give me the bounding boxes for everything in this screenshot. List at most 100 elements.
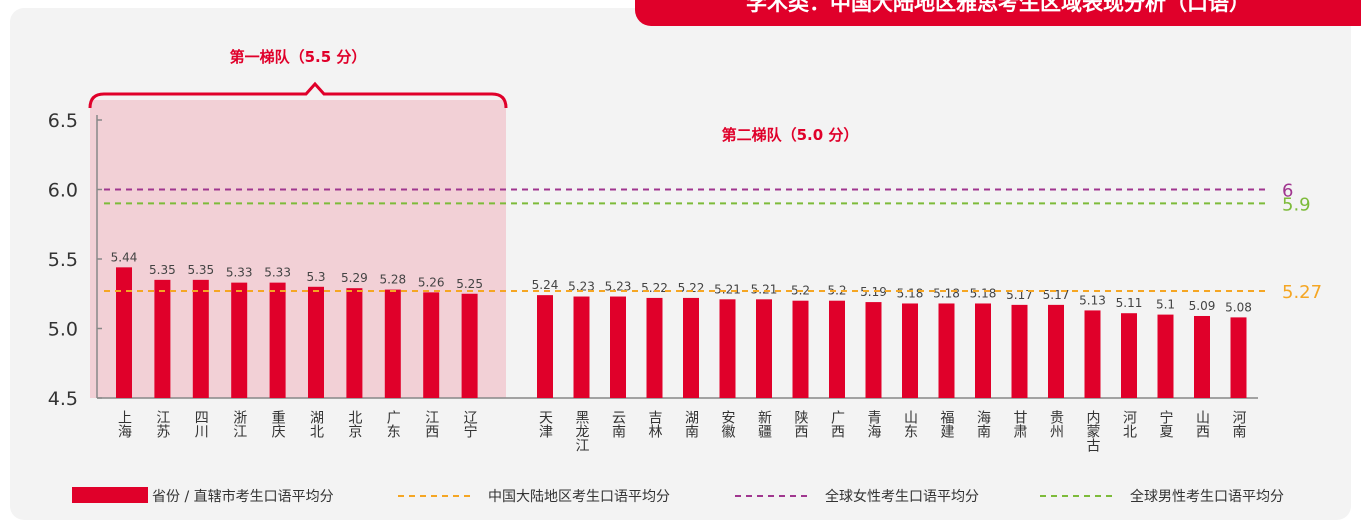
bar (719, 299, 736, 398)
y-tick-label: 4.5 (48, 388, 78, 410)
reference-label: 5.27 (1282, 282, 1322, 303)
bar (423, 292, 440, 398)
value-label: 5.22 (678, 281, 705, 295)
bar (1194, 315, 1210, 398)
tier-label: 第二梯队（5.0 分） (722, 126, 859, 144)
legend-label: 中国大陆地区考生口语平均分 (488, 489, 670, 505)
bar (975, 303, 991, 398)
bar (902, 303, 918, 398)
value-label: 5.33 (264, 266, 291, 280)
x-tick-label: 陕西 (793, 410, 809, 438)
value-label: 5.13 (1079, 293, 1106, 307)
value-label: 5.21 (714, 282, 741, 296)
bar (346, 288, 363, 398)
bar (116, 267, 132, 398)
x-tick-label: 广东 (385, 410, 401, 438)
tier-bracket (88, 81, 508, 109)
x-tick-label: 北京 (346, 410, 362, 438)
tier-region (90, 100, 506, 398)
bar (461, 293, 478, 398)
value-label: 5.19 (860, 285, 887, 299)
x-tick-label: 天津 (537, 410, 553, 438)
value-label: 5.23 (605, 280, 632, 294)
bar (1011, 304, 1028, 398)
legend-swatch (72, 487, 148, 503)
x-tick-label: 宁夏 (1158, 409, 1174, 438)
x-tick-label: 四川 (193, 410, 209, 438)
bar (1157, 314, 1174, 398)
bar (573, 296, 590, 398)
x-tick-label: 广西 (829, 410, 845, 438)
value-label: 5.35 (149, 263, 176, 277)
tier-label: 第一梯队（5.5 分） (230, 48, 367, 66)
x-tick-label: 江苏 (154, 410, 170, 439)
x-tick-label: 山西 (1194, 410, 1210, 438)
value-label: 5.33 (226, 266, 253, 280)
x-tick-label: 青海 (866, 410, 882, 438)
bar (646, 297, 663, 398)
value-label: 5.25 (456, 277, 483, 291)
value-label: 5.1 (1156, 298, 1175, 312)
x-tick-label: 湖北 (308, 410, 324, 439)
value-label: 5.11 (1116, 296, 1143, 310)
value-label: 5.26 (418, 275, 445, 289)
value-label: 5.29 (341, 271, 368, 285)
x-tick-label: 内蒙古 (1085, 410, 1101, 452)
bar (308, 286, 324, 398)
value-label: 5.22 (641, 281, 668, 295)
bar (537, 295, 553, 398)
bar (756, 299, 772, 398)
x-tick-label: 黑龙江 (574, 410, 590, 452)
value-label: 5.08 (1225, 300, 1252, 314)
bar (154, 279, 171, 398)
bar (1230, 317, 1247, 398)
reference-label: 5.9 (1282, 194, 1311, 215)
x-tick-label: 河北 (1121, 410, 1137, 439)
y-tick-label: 5.0 (48, 319, 78, 341)
value-label: 5.21 (751, 282, 778, 296)
x-tick-label: 上海 (116, 410, 132, 438)
legend-label: 省份 / 直辖市考生口语平均分 (152, 488, 334, 505)
reference-label: 6 (1282, 181, 1293, 202)
bar (792, 300, 809, 398)
bar (384, 289, 401, 398)
value-label: 5.18 (897, 286, 924, 300)
value-label: 5.3 (306, 270, 325, 284)
x-tick-label: 新疆 (756, 410, 772, 438)
bar (865, 302, 882, 398)
value-label: 5.18 (933, 286, 960, 300)
y-tick-label: 6.0 (48, 180, 78, 202)
value-label: 5.17 (1006, 288, 1033, 302)
bar (938, 303, 955, 398)
value-label: 5.18 (970, 286, 997, 300)
x-tick-label: 云南 (610, 410, 626, 438)
bar (683, 297, 699, 398)
x-tick-label: 吉林 (647, 410, 663, 438)
x-tick-label: 甘肃 (1012, 410, 1028, 438)
x-tick-label: 辽宁 (462, 410, 478, 438)
x-tick-label: 海南 (975, 410, 991, 438)
x-tick-label: 江西 (423, 410, 439, 438)
bar (231, 282, 248, 398)
bar (829, 300, 845, 398)
value-label: 5.44 (111, 250, 138, 264)
x-tick-label: 山东 (902, 410, 918, 438)
title-tab (635, 0, 1361, 26)
value-label: 5.24 (532, 278, 559, 292)
x-tick-label: 重庆 (270, 410, 286, 438)
bar (1121, 313, 1137, 398)
chart-title: 学术类：中国大陆地区雅思考生区域表现分析（口语） (746, 0, 1250, 15)
x-tick-label: 贵州 (1048, 410, 1064, 438)
bar (269, 282, 286, 398)
x-tick-label: 湖南 (683, 410, 699, 438)
value-label: 5.09 (1189, 299, 1216, 313)
legend-label: 全球男性考生口语平均分 (1130, 488, 1284, 505)
bar (192, 279, 209, 398)
x-tick-label: 河南 (1231, 410, 1247, 438)
value-label: 5.2 (827, 284, 846, 298)
bar (1084, 310, 1101, 398)
bar (610, 296, 626, 398)
y-tick-label: 5.5 (48, 249, 78, 271)
x-tick-label: 安徽 (720, 410, 736, 438)
